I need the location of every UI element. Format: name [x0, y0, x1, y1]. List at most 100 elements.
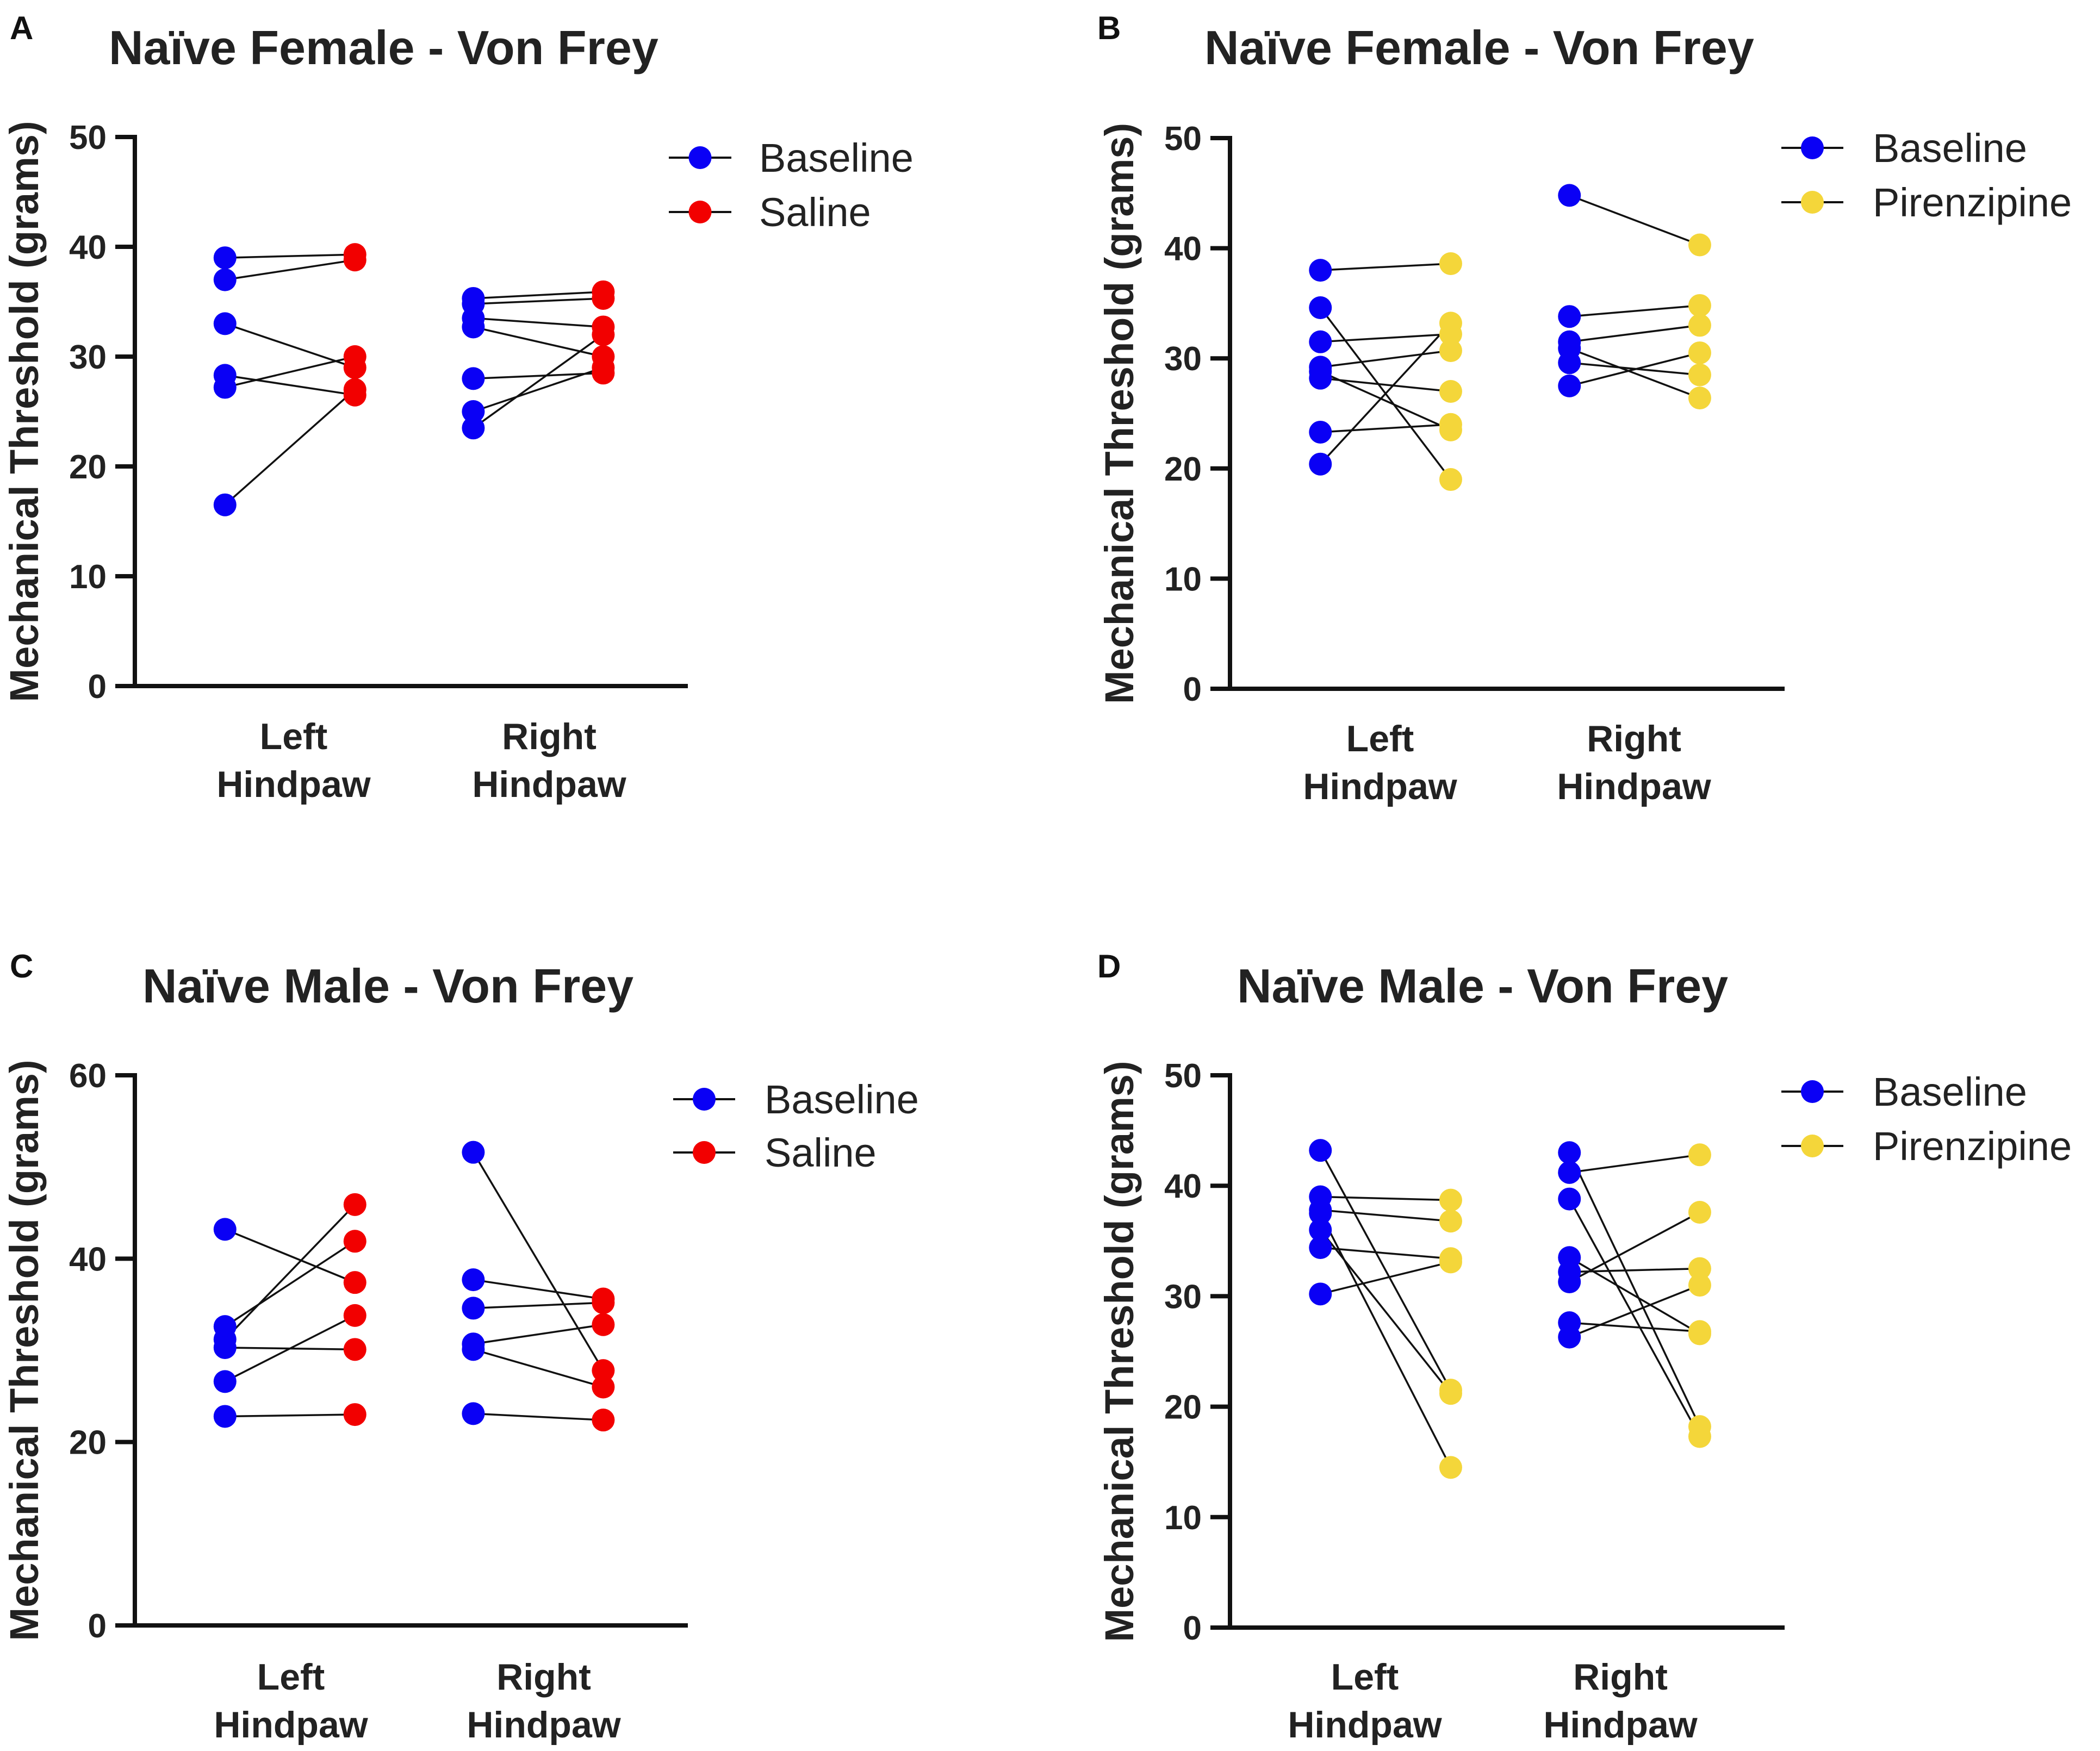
category-label: Left — [1346, 718, 1414, 759]
baseline-point — [213, 1405, 237, 1428]
pair-connector-line — [225, 356, 356, 389]
category-label: Hindpaw — [1557, 766, 1711, 807]
pair-connector-line — [472, 1151, 604, 1372]
pirenzipine-point — [1688, 1425, 1711, 1448]
legend-label: Saline — [765, 1130, 877, 1175]
legend-marker — [1801, 1135, 1824, 1157]
baseline-point — [1309, 330, 1332, 353]
pirenzipine-point — [1439, 252, 1462, 275]
category-label: Right — [1573, 1656, 1668, 1698]
legend-marker — [1801, 1080, 1824, 1103]
pirenzipine-point — [1688, 294, 1711, 317]
baseline-point — [1309, 1139, 1332, 1162]
pair-connector-line — [473, 1348, 604, 1388]
category-label: Hindpaw — [1303, 766, 1457, 807]
pair-connector-line — [224, 389, 356, 506]
pirenzipine-point — [1688, 1257, 1711, 1280]
y-tick-label: 60 — [69, 1057, 107, 1095]
y-tick-label: 20 — [69, 1424, 107, 1462]
y-tick-label: 0 — [1183, 1610, 1202, 1647]
category-label: Left — [257, 1656, 325, 1698]
baseline-point — [1309, 296, 1332, 320]
pair-connector-line — [225, 253, 355, 259]
baseline-point — [1309, 420, 1332, 444]
pair-connector-line — [473, 1324, 604, 1345]
baseline-point — [213, 1370, 237, 1393]
pirenzipine-point — [1439, 468, 1462, 491]
chart-panel-c: C Naïve Male - Von Frey Mechanical Thresho… — [2, 948, 919, 1746]
pair-connector-line — [225, 374, 356, 396]
category-label: Hindpaw — [216, 764, 371, 805]
legend-marker — [688, 146, 712, 169]
chart-title: Naïve Male - Von Frey — [142, 959, 633, 1013]
pirenzipine-point — [1439, 339, 1462, 363]
pirenzipine-point — [1439, 379, 1462, 403]
y-axis-label: Mechanical Threshold (grams) — [2, 121, 47, 702]
pair-connector-line — [1319, 1213, 1452, 1468]
saline-point — [343, 378, 366, 401]
y-tick-label: 30 — [69, 339, 107, 376]
pair-connector-line — [1569, 1211, 1700, 1283]
baseline-point — [1309, 1218, 1332, 1242]
y-tick-label: 40 — [69, 1241, 107, 1278]
legend-label: Baseline — [1873, 126, 2027, 171]
pair-connector-line — [473, 1412, 604, 1421]
pair-connector-line — [1319, 1229, 1452, 1394]
pirenzipine-point — [1439, 311, 1462, 335]
baseline-point — [213, 1336, 237, 1359]
pair-connector-line — [224, 1240, 356, 1328]
baseline-point — [1558, 1187, 1581, 1211]
category-label: Left — [260, 716, 328, 757]
baseline-point — [213, 493, 237, 516]
category-label: Right — [1587, 718, 1681, 759]
panel-label: A — [10, 10, 33, 46]
pirenzipine-point — [1688, 387, 1711, 410]
saline-point — [343, 248, 366, 272]
baseline-point — [462, 1141, 485, 1164]
pirenzipine-point — [1439, 1250, 1462, 1274]
y-tick-label: 20 — [69, 448, 107, 486]
y-tick-label: 0 — [88, 668, 107, 706]
y-tick-label: 30 — [1164, 1278, 1202, 1316]
saline-point — [343, 345, 366, 368]
pirenzipine-point — [1439, 1188, 1462, 1212]
baseline-point — [213, 268, 237, 291]
saline-point — [343, 1271, 366, 1294]
category-label: Hindpaw — [1288, 1704, 1442, 1746]
pair-connector-line — [1319, 322, 1452, 465]
baseline-point — [1558, 374, 1581, 397]
category-label: Hindpaw — [214, 1704, 368, 1746]
legend-label: Baseline — [759, 135, 914, 180]
legend-label: Baseline — [1873, 1069, 2027, 1114]
pair-connector-line — [1320, 350, 1451, 369]
pirenzipine-point — [1688, 1143, 1711, 1167]
y-tick-label: 10 — [1164, 1499, 1202, 1537]
pair-connector-line — [1569, 194, 1700, 246]
baseline-point — [462, 315, 485, 339]
pair-connector-line — [224, 1204, 356, 1340]
category-label: Right — [502, 716, 597, 757]
baseline-point — [1558, 1325, 1581, 1349]
pirenzipine-point — [1688, 314, 1711, 337]
legend-label: Baseline — [765, 1077, 919, 1122]
pair-connector-line — [1320, 377, 1451, 392]
y-tick-label: 10 — [1164, 560, 1202, 598]
panel-label: C — [10, 948, 33, 984]
baseline-point — [1309, 259, 1332, 282]
saline-point — [343, 1193, 366, 1216]
chart-title: Naïve Male - Von Frey — [1237, 959, 1728, 1013]
pair-connector-line — [1320, 1209, 1451, 1222]
saline-point — [592, 1375, 615, 1399]
pair-connector-line — [1569, 1154, 1700, 1174]
pair-connector-line — [473, 326, 604, 358]
pair-connector-line — [473, 334, 604, 429]
pair-connector-line — [1319, 1150, 1452, 1391]
baseline-point — [462, 1402, 485, 1425]
pirenzipine-point — [1439, 1456, 1462, 1479]
baseline-point — [462, 367, 485, 390]
pair-connector-line — [1320, 263, 1451, 271]
category-label: Hindpaw — [467, 1704, 621, 1746]
category-label: Left — [1331, 1656, 1399, 1698]
y-tick-label: 0 — [88, 1607, 107, 1645]
